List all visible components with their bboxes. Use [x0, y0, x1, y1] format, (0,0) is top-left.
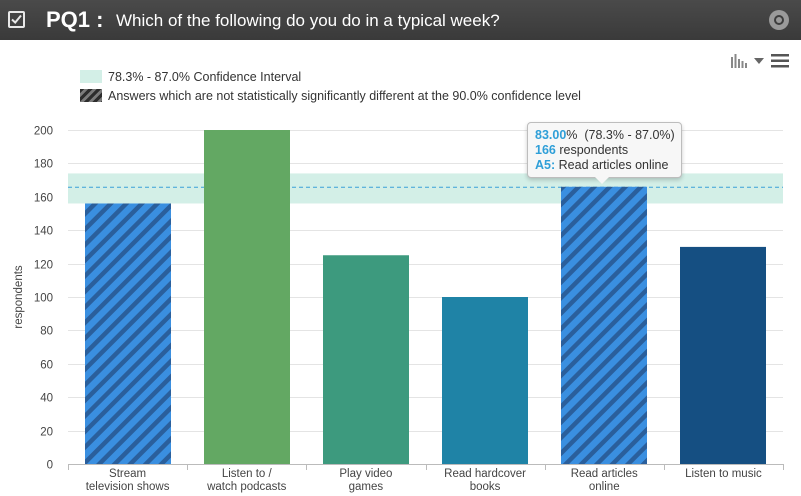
question-id: PQ1 : — [46, 7, 104, 32]
tooltip-count-suffix: respondents — [559, 143, 629, 157]
bar-tooltip: 83.00% (78.3% - 87.0%) 166 respondents A… — [527, 122, 682, 178]
x-tick-label: Read articles online — [571, 468, 638, 493]
y-tick-label: 60 — [40, 360, 53, 372]
bar[interactable] — [85, 203, 171, 465]
y-axis-label: respondents — [13, 265, 25, 329]
y-tick-label: 120 — [34, 260, 53, 272]
tooltip-count: 166 — [535, 143, 556, 157]
y-tick-label: 200 — [34, 126, 53, 138]
tooltip-percent: 83.00 — [535, 128, 567, 142]
hatch-swatch — [80, 89, 102, 102]
bar[interactable] — [442, 297, 528, 464]
caret-down-icon[interactable] — [754, 58, 764, 64]
x-tick-label: Play video games — [339, 468, 392, 493]
ci-swatch — [80, 70, 102, 83]
y-axis: 0 20 40 60 80 100 120 140 160 180 200 — [34, 126, 53, 472]
bar[interactable] — [680, 246, 766, 464]
bars-group — [85, 130, 766, 465]
legend-item-ci[interactable]: 78.3% - 87.0% Confidence Interval — [80, 67, 581, 86]
x-axis: Stream television shows Listen to / watch p… — [68, 464, 784, 493]
x-tick-label: Listen to / watch podcasts — [206, 468, 287, 493]
bar[interactable] — [323, 255, 409, 464]
tooltip-line-percent: 83.00% (78.3% - 87.0%) — [535, 128, 681, 143]
legend-hatch-label: Answers which are not statistically sign… — [108, 88, 581, 103]
x-tick-label: Stream television shows — [86, 468, 170, 493]
tooltip-answer-text: Read articles online — [558, 158, 669, 172]
tooltip-line-answer: A5: Read articles online — [535, 158, 681, 173]
confidence-interval-band — [68, 173, 783, 204]
checkbox-checked-icon[interactable] — [8, 11, 25, 28]
y-tick-label: 80 — [40, 326, 53, 338]
ci-band — [68, 173, 783, 204]
y-tick-label: 0 — [47, 460, 53, 472]
tooltip-answer-code: A5: — [535, 158, 556, 172]
tooltip-interval: (78.3% - 87.0%) — [584, 128, 675, 142]
chart-toolbar — [731, 54, 789, 68]
y-tick-label: 20 — [40, 427, 53, 439]
question-title: Which of the following do you do in a ty… — [116, 11, 500, 30]
question-header: PQ1 : Which of the following do you do i… — [0, 0, 801, 40]
y-tick-label: 160 — [34, 193, 53, 205]
x-tick-label: Read hardcover books — [444, 468, 526, 493]
bar[interactable] — [204, 130, 290, 464]
gear-icon[interactable] — [769, 10, 789, 30]
tooltip-percent-suffix: % — [566, 128, 578, 142]
chart-legend: 78.3% - 87.0% Confidence Interval Answer… — [80, 67, 581, 105]
tooltip-line-count: 166 respondents — [535, 143, 681, 158]
bar-chart-icon[interactable] — [731, 54, 747, 68]
y-tick-label: 100 — [34, 293, 53, 305]
legend-item-hatch[interactable]: Answers which are not statistically sign… — [80, 86, 581, 105]
y-tick-label: 40 — [40, 393, 53, 405]
bar[interactable] — [561, 186, 647, 464]
hamburger-menu-icon[interactable] — [771, 54, 789, 68]
legend-ci-label: 78.3% - 87.0% Confidence Interval — [108, 69, 302, 84]
x-tick-label: Listen to music — [685, 468, 762, 480]
y-tick-label: 180 — [34, 159, 53, 171]
tooltip-arrow — [595, 177, 609, 184]
y-tick-label: 140 — [34, 226, 53, 238]
